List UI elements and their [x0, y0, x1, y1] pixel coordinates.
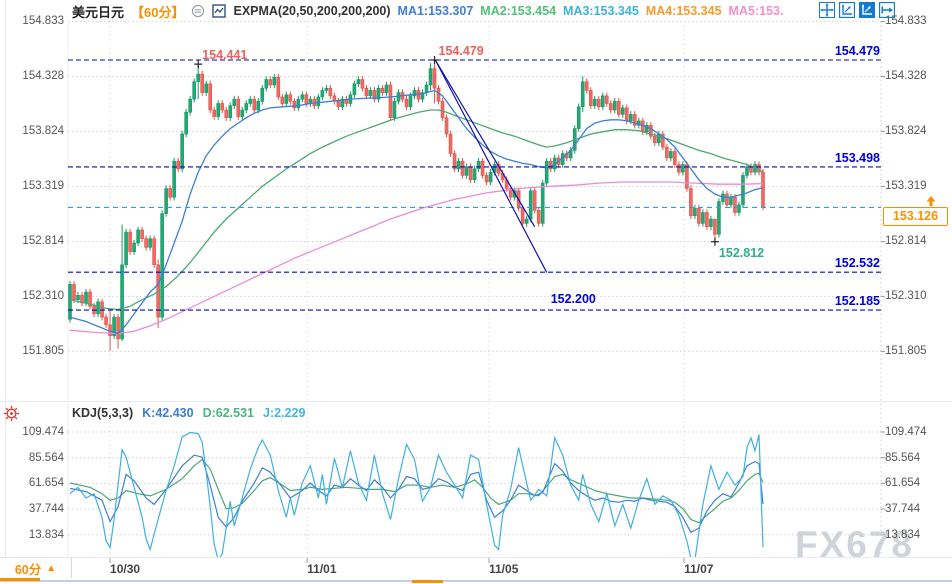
ma4-value: MA4:153.345	[645, 4, 722, 18]
kdj-axis-label-right: 61.654	[885, 477, 921, 490]
kdj-series	[69, 431, 764, 558]
price-axis-label-right: 152.310	[885, 290, 927, 303]
level-label-152.532[interactable]: 152.532	[834, 256, 880, 271]
price-annotation-152.200: 152.200	[550, 292, 596, 307]
axis-scale-icon[interactable]	[839, 2, 855, 18]
kdj-axis-label-right: 37.744	[885, 503, 921, 516]
price-axis-label-right: 153.824	[885, 125, 927, 138]
chart-header: 美元日元 【60分】 EXPMA(20,50,200,200,200) MA1:…	[72, 3, 784, 20]
ma2-value: MA2:153.454	[480, 4, 557, 18]
price-annotation-152.812: 152.812	[718, 245, 765, 260]
price-axis-label-left: 152.814	[22, 235, 64, 248]
trendline-1	[434, 59, 536, 227]
kdj-axis-label-left: 85.564	[28, 451, 64, 464]
kdj-axis-label-left: 37.744	[28, 503, 64, 516]
price-axis-label-right: 153.319	[885, 180, 927, 193]
kdj-k-value: K:42.430	[142, 406, 194, 420]
current-price-tag: 153.126	[883, 207, 948, 226]
price-axis-label-left: 154.833	[22, 15, 64, 28]
kdj-axis-label-right: 109.474	[885, 426, 927, 438]
left-panel-divider	[5, 0, 6, 584]
kdj-axis-label-left: 109.474	[22, 426, 64, 438]
pane-divider	[0, 401, 952, 402]
date-label-11-01: 11/01	[307, 562, 337, 576]
level-label-154.479[interactable]: 154.479	[834, 44, 880, 58]
price-axis-label-right: 152.814	[885, 235, 927, 248]
pan-right-icon[interactable]	[879, 2, 895, 18]
price-axis-label-left: 152.310	[22, 290, 64, 303]
fx678-watermark: FX678	[795, 524, 915, 565]
date-label-11-07: 11/07	[684, 562, 714, 576]
kdj-j-value: J:2.229	[263, 406, 306, 420]
horizontal-scrollbar[interactable]	[0, 580, 952, 582]
kdj-axis-label-right: 13.834	[885, 528, 921, 541]
kdj-axis-label-left: 61.654	[28, 477, 64, 490]
price-axis-label-right: 154.328	[885, 70, 927, 83]
timeframe-label: 【60分】	[131, 4, 185, 20]
axis-scale-filled-icon[interactable]	[859, 2, 875, 18]
collapse-circle-icon[interactable]	[191, 4, 205, 18]
price-axis-label-right: 154.833	[885, 15, 927, 28]
price-annotation-154.479: 154.479	[438, 44, 484, 58]
kdj-axis-label-left: 13.834	[28, 528, 64, 541]
date-label-10-30: 10/30	[110, 562, 141, 576]
indicator-label: EXPMA(20,50,200,200,200)	[233, 4, 391, 18]
scrollbar-thumb[interactable]	[412, 580, 443, 583]
axis-divider	[0, 557, 952, 558]
ma-line-EXPMA50	[69, 109, 764, 311]
level-label-153.498[interactable]: 153.498	[834, 150, 880, 165]
symbol-name: 美元日元	[72, 4, 125, 20]
ma1-value: MA1:153.307	[397, 4, 474, 18]
level-label-152.185[interactable]: 152.185	[834, 294, 880, 309]
ma-line-EXPMA200	[69, 181, 764, 335]
price-axis-label-left: 153.824	[22, 125, 64, 138]
price-annotation-154.441: 154.441	[202, 48, 248, 63]
price-axis-label-left: 154.328	[22, 70, 64, 83]
chart-toolbar	[819, 2, 895, 18]
trendline-2	[434, 59, 548, 273]
price-up-arrow-icon	[925, 194, 937, 212]
kdj-header: KDJ(5,3,3) K:42.430 D:62.531 J:2.229	[72, 405, 305, 421]
kdj-d-value: D:62.531	[202, 406, 255, 420]
price-axis-label-left: 153.319	[22, 180, 64, 193]
kdj-line-K	[69, 454, 764, 534]
tab-active-underline	[0, 578, 40, 581]
kdj-axis-label-right: 85.564	[885, 451, 921, 464]
ma5-value: MA5:153.	[728, 4, 784, 18]
indicator-chart-icon[interactable]	[212, 4, 227, 18]
price-axis-label-right: 151.805	[885, 345, 927, 358]
timeframe-tab-60min[interactable]: 60分 ▲	[0, 557, 72, 578]
candlestick-series	[68, 60, 765, 351]
date-label-11-05: 11/05	[489, 562, 519, 576]
ma3-value: MA3:153.345	[563, 4, 639, 18]
tab-arrow-icon: ▲	[46, 562, 57, 574]
price-axis-label-left: 151.805	[22, 345, 64, 358]
ma-line-EXPMA20	[69, 89, 764, 335]
tab-label: 60分	[14, 562, 42, 577]
kdj-settings-gear-icon[interactable]	[3, 405, 20, 422]
kdj-line-J	[69, 431, 764, 558]
kdj-indicator-label: KDJ(5,3,3)	[72, 406, 134, 420]
crosshair-icon[interactable]	[819, 2, 835, 18]
